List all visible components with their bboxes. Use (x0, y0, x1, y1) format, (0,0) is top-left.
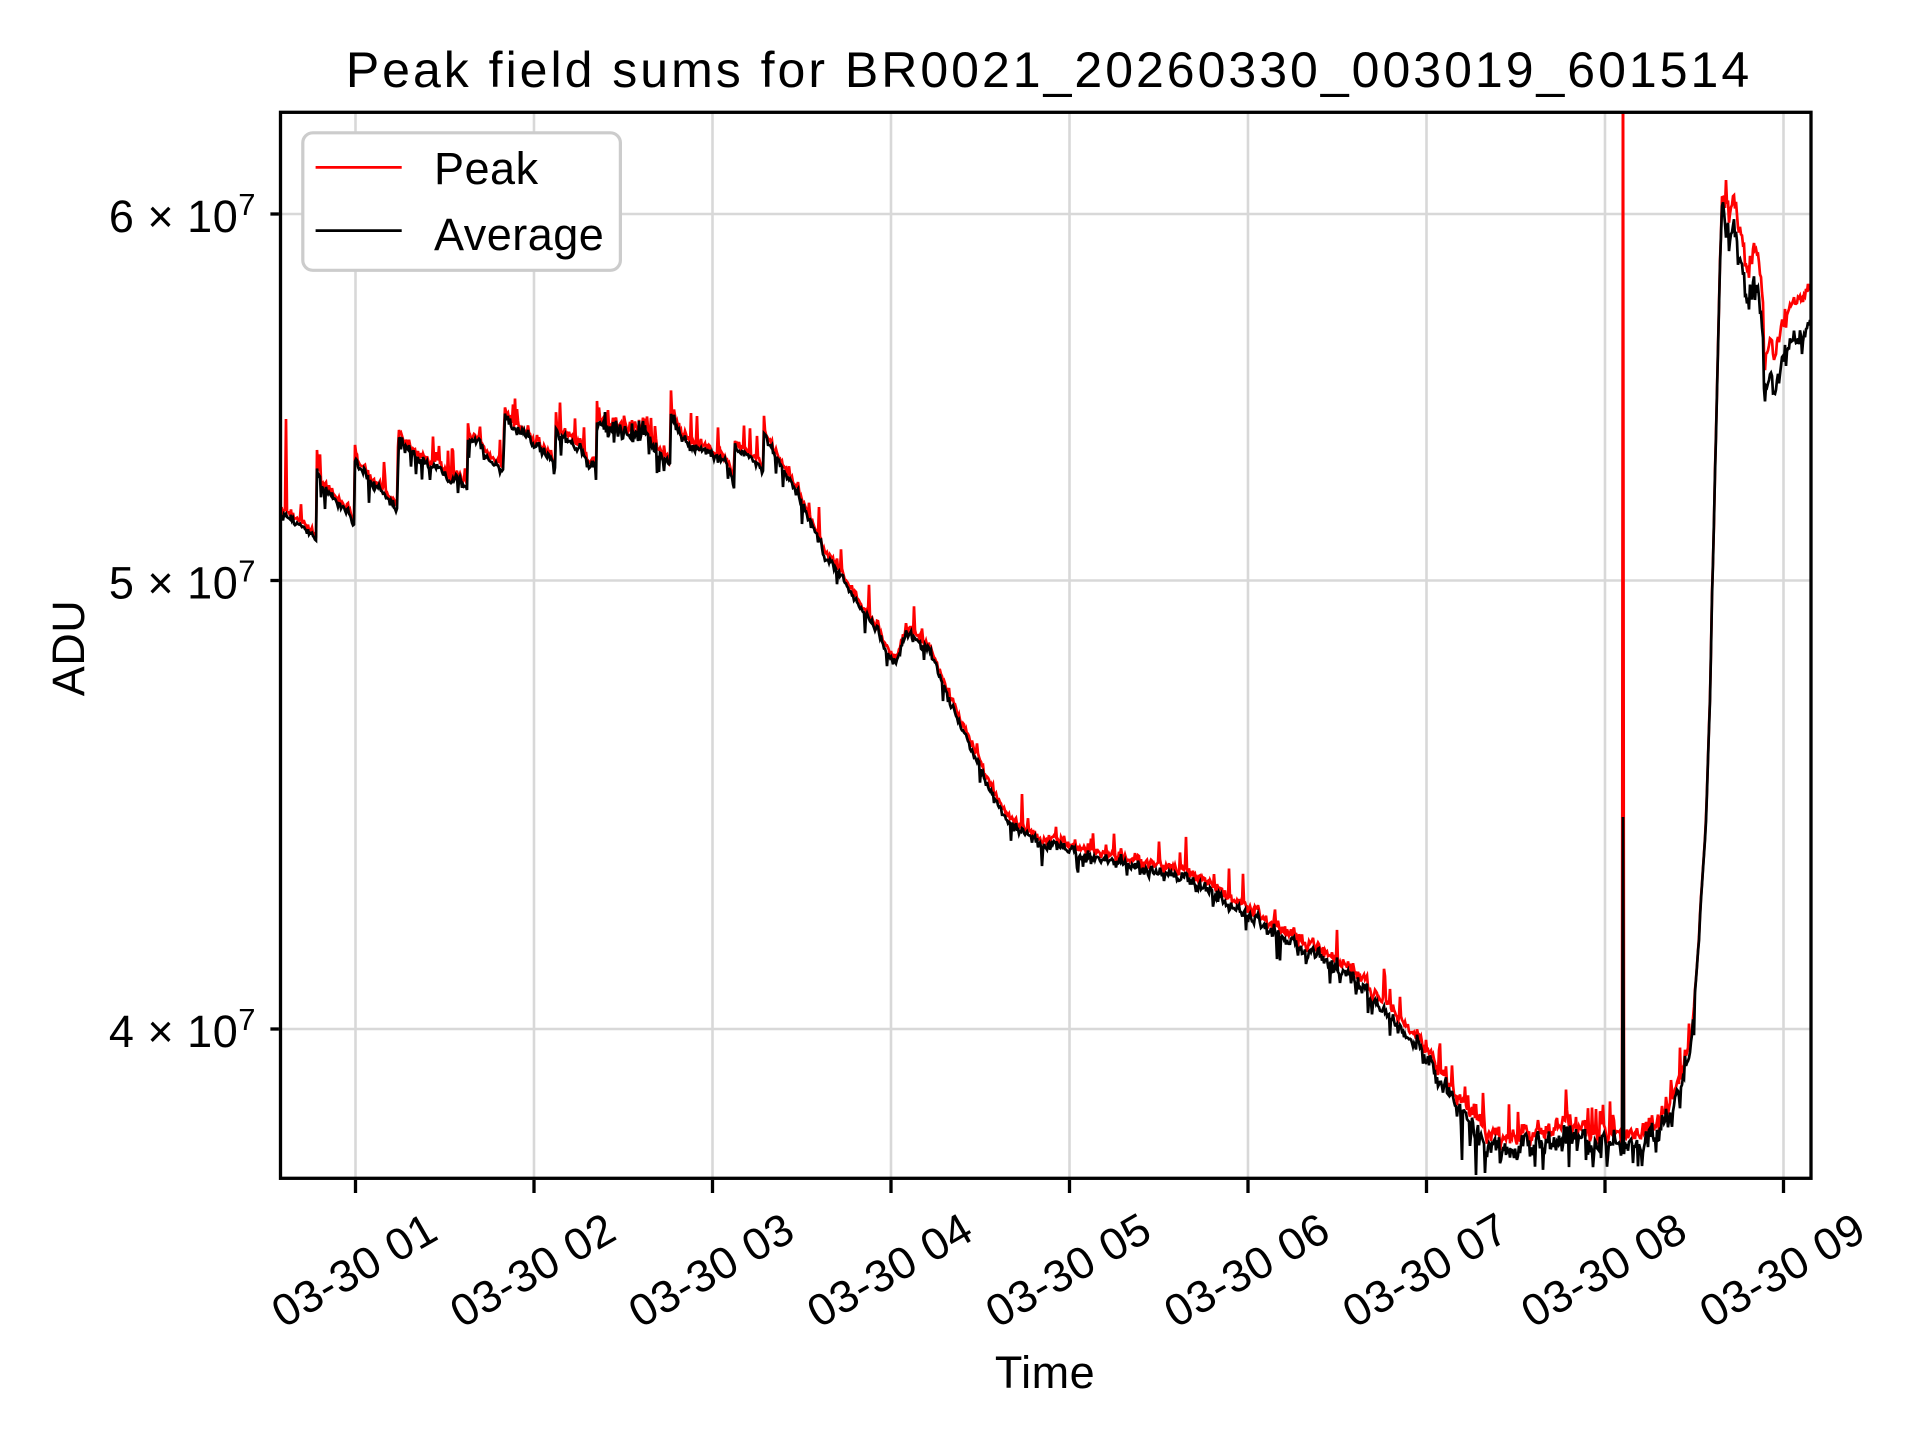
svg-text:6 × 107: 6 × 107 (109, 187, 256, 242)
svg-text:Average: Average (434, 209, 604, 260)
svg-text:Peak: Peak (434, 143, 539, 194)
svg-text:Peak field sums for BR0021_202: Peak field sums for BR0021_20260330_0030… (346, 42, 1752, 98)
svg-text:ADU: ADU (43, 600, 94, 697)
svg-text:5 × 107: 5 × 107 (109, 554, 256, 609)
svg-text:Time: Time (995, 1347, 1095, 1398)
svg-text:4 × 107: 4 × 107 (109, 1002, 256, 1057)
